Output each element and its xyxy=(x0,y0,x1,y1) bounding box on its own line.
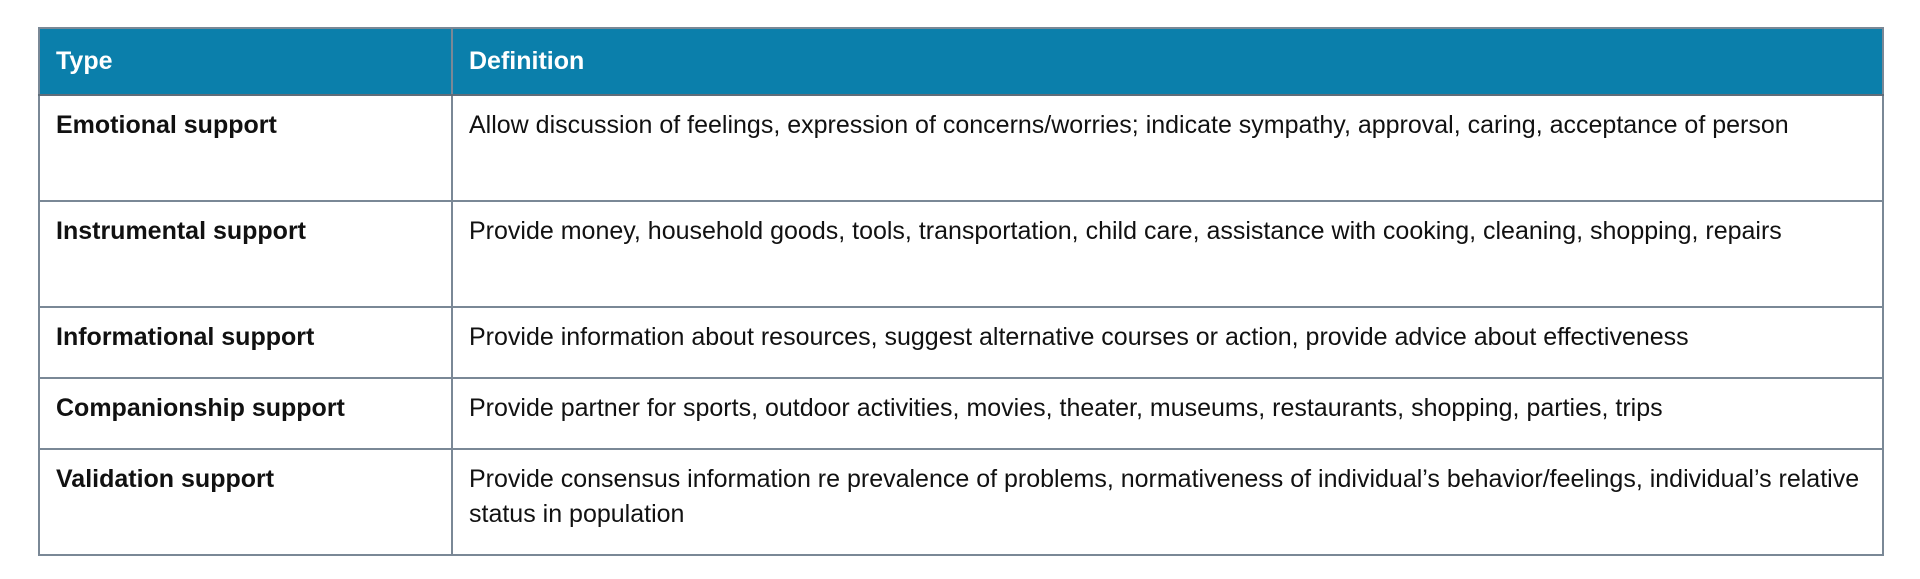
table-row: Instrumental support Provide money, hous… xyxy=(38,200,1884,308)
definition-cell: Provide consensus information re prevale… xyxy=(451,448,1884,556)
table-row: Companionship support Provide partner fo… xyxy=(38,377,1884,450)
type-cell: Emotional support xyxy=(38,94,453,202)
column-header-type: Type xyxy=(38,27,453,96)
definition-cell: Provide partner for sports, outdoor acti… xyxy=(451,377,1884,450)
table-body: Emotional support Allow discussion of fe… xyxy=(38,94,1884,556)
definition-cell: Provide money, household goods, tools, t… xyxy=(451,200,1884,308)
type-cell: Informational support xyxy=(38,306,453,379)
type-cell: Instrumental support xyxy=(38,200,453,308)
type-cell: Validation support xyxy=(38,448,453,556)
table-row: Emotional support Allow discussion of fe… xyxy=(38,94,1884,202)
table-row: Informational support Provide informatio… xyxy=(38,306,1884,379)
column-header-definition: Definition xyxy=(451,27,1884,96)
table-row: Validation support Provide consensus inf… xyxy=(38,448,1884,556)
header-row: Type Definition xyxy=(38,27,1884,96)
type-cell: Companionship support xyxy=(38,377,453,450)
definition-cell: Allow discussion of feelings, expression… xyxy=(451,94,1884,202)
definition-cell: Provide information about resources, sug… xyxy=(451,306,1884,379)
support-types-table-container: Type Definition Emotional support Allow … xyxy=(38,27,1884,556)
support-types-table: Type Definition Emotional support Allow … xyxy=(38,27,1884,556)
table-header: Type Definition xyxy=(38,27,1884,96)
